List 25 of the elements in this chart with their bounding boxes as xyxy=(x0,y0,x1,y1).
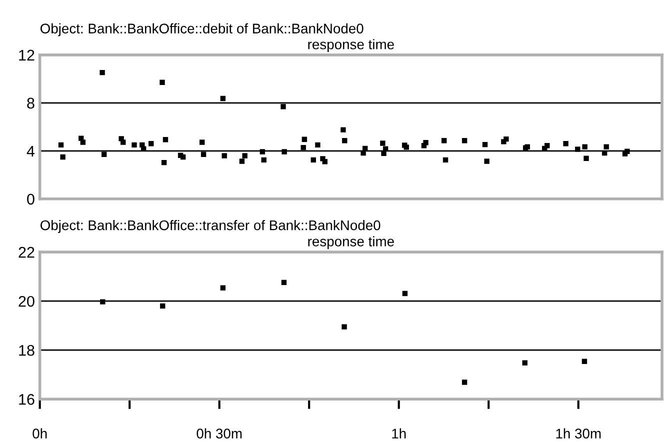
y-tick-label: 8 xyxy=(27,98,34,109)
point xyxy=(462,380,468,385)
chart-subtitle: response time xyxy=(308,236,394,250)
point xyxy=(160,303,166,309)
y-tick-label: 16 xyxy=(19,394,34,405)
x-tick-label: 1h xyxy=(392,428,406,438)
y-tick-label: 12 xyxy=(19,50,34,60)
chart-subtitle: response time xyxy=(308,39,394,52)
y-tick-label: 0 xyxy=(27,194,34,205)
point xyxy=(281,280,287,286)
point xyxy=(342,324,347,330)
chart-title: Object: Bank::BankOffice::debit of Bank::BankNode0 xyxy=(40,23,364,36)
y-tick-label: 22 xyxy=(18,246,34,258)
y-tick-label: 20 xyxy=(18,296,34,307)
y-tick-label: 4 xyxy=(26,146,35,156)
point xyxy=(522,360,528,366)
x-tick-label: 1h 30m xyxy=(556,428,601,439)
x-tick-label: 0h xyxy=(32,428,47,439)
y-tick-label: 18 xyxy=(19,344,34,356)
x-tick-label: 0h 30m xyxy=(196,428,242,439)
point xyxy=(100,299,106,304)
point xyxy=(402,290,408,296)
point xyxy=(582,358,588,364)
chart-title: Object: Bank::BankOffice::transfer of Bank::BankNode0 xyxy=(40,220,380,233)
point xyxy=(220,285,226,290)
